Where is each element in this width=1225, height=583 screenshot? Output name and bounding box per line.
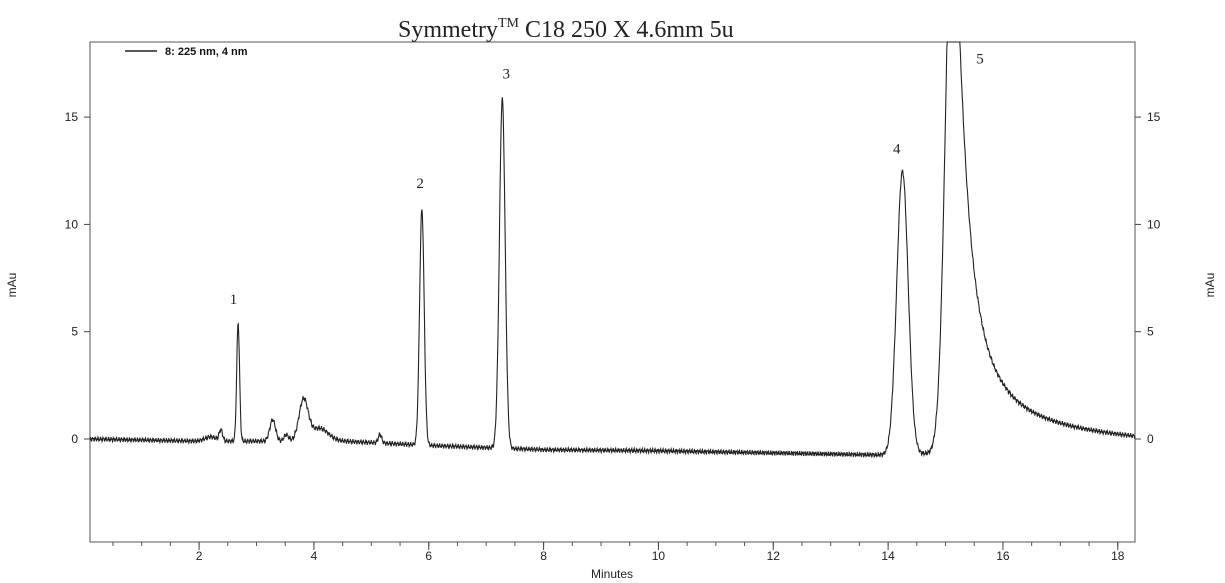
y-left-tick-label: 0 [71,432,78,446]
x-tick-label: 14 [881,549,895,563]
x-tick-label: 8 [540,549,547,563]
y-axis-title-left: mAu [5,273,19,298]
legend-label: 8: 225 nm, 4 nm [165,46,248,58]
chart-title-main: Symmetry [398,17,498,43]
chart-title: SymmetryTM C18 250 X 4.6mm 5u [398,16,734,43]
chart-title-rest: C18 250 X 4.6mm 5u [519,17,734,43]
x-axis-title: Minutes [591,567,633,581]
peak-label: 5 [976,51,984,67]
y-left-tick-label: 10 [65,217,79,231]
x-tick-label: 2 [196,549,203,563]
chromatogram-trace [89,41,1136,459]
y-left-tick-label: 15 [65,110,79,124]
x-tick-label: 10 [652,549,666,563]
peak-label: 1 [230,292,238,308]
y-right-tick-label: 5 [1147,325,1154,339]
legend: 8: 225 nm, 4 nm [125,46,248,58]
chart-title-superscript: TM [498,16,520,31]
x-tick-label: 12 [767,549,781,563]
y-axis-title-right: mAu [1203,273,1217,298]
y-right-tick-label: 0 [1147,432,1154,446]
x-tick-label: 6 [425,549,432,563]
y-right-tick-label: 15 [1147,110,1161,124]
peak-label: 2 [416,176,424,192]
peak-label: 3 [503,66,511,82]
x-tick-label: 18 [1111,549,1125,563]
peak-label: 4 [893,142,901,158]
y-left-tick-label: 5 [71,325,78,339]
plot-frame [89,41,1136,543]
x-tick-label: 16 [996,549,1010,563]
x-tick-label: 4 [311,549,318,563]
y-right-tick-label: 10 [1147,217,1161,231]
